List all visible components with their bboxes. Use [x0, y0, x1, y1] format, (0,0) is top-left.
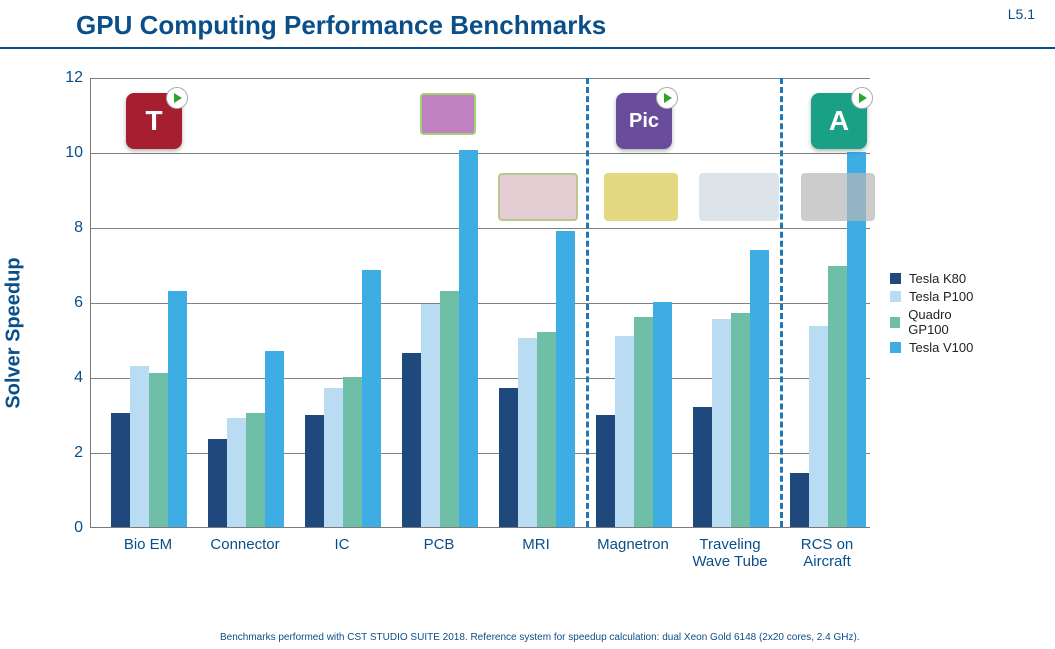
legend-label: Tesla K80	[909, 271, 966, 286]
bar	[265, 351, 284, 527]
version-tag: L5.1	[1008, 6, 1035, 22]
bar	[362, 270, 381, 527]
separator-line	[780, 78, 783, 527]
y-axis-label: Solver Speedup	[3, 257, 26, 408]
y-tick-label: 2	[43, 444, 83, 462]
bar	[790, 473, 809, 527]
bar	[343, 377, 362, 527]
bar	[537, 332, 556, 527]
bar	[246, 413, 265, 527]
bar	[828, 266, 847, 527]
title-bar: GPU Computing Performance Benchmarks	[0, 0, 1055, 49]
x-tick-label: RCS on Aircraft	[772, 536, 882, 571]
solver-icon: Pic	[616, 93, 672, 149]
simulation-thumbnail	[699, 173, 779, 221]
footnote: Benchmarks performed with CST STUDIO SUI…	[220, 632, 860, 643]
solver-icon: T	[126, 93, 182, 149]
play-icon	[851, 87, 873, 109]
simulation-thumbnail	[801, 173, 875, 221]
y-tick-label: 0	[43, 519, 83, 537]
page-title: GPU Computing Performance Benchmarks	[76, 10, 606, 40]
y-tick-label: 4	[43, 369, 83, 387]
bar	[750, 250, 769, 528]
legend-item: Tesla K80	[890, 271, 990, 286]
bar	[402, 353, 421, 527]
gridline	[91, 153, 870, 154]
solver-icon: A	[811, 93, 867, 149]
bar	[809, 326, 828, 527]
bar	[653, 302, 672, 527]
bar	[111, 413, 130, 527]
x-tick-label: MRI	[481, 536, 591, 553]
legend-item: Quadro GP100	[890, 307, 990, 337]
play-icon	[656, 87, 678, 109]
bar	[324, 388, 343, 527]
bar	[731, 313, 750, 527]
gridline	[91, 228, 870, 229]
legend-swatch	[890, 342, 901, 353]
legend-label: Tesla P100	[909, 289, 973, 304]
bar	[615, 336, 634, 527]
y-tick-label: 12	[43, 69, 83, 87]
x-tick-label: IC	[287, 536, 397, 553]
bar	[149, 373, 168, 527]
legend-item: Tesla V100	[890, 340, 990, 355]
bar	[130, 366, 149, 527]
bar	[634, 317, 653, 527]
legend-label: Quadro GP100	[908, 307, 990, 337]
legend-swatch	[890, 317, 900, 328]
bar	[459, 150, 478, 527]
bar	[168, 291, 187, 527]
bar	[208, 439, 227, 527]
simulation-thumbnail	[498, 173, 578, 221]
plot-area: 024681012TPicA	[90, 78, 870, 528]
legend-label: Tesla V100	[909, 340, 973, 355]
legend-item: Tesla P100	[890, 289, 990, 304]
x-tick-label: Magnetron	[578, 536, 688, 553]
gridline	[91, 78, 870, 79]
bar	[556, 231, 575, 527]
x-tick-label: Bio EM	[93, 536, 203, 553]
y-tick-label: 8	[43, 219, 83, 237]
legend-swatch	[890, 273, 901, 284]
legend-swatch	[890, 291, 901, 302]
bar	[596, 415, 615, 528]
y-tick-label: 10	[43, 144, 83, 162]
bar	[440, 291, 459, 527]
x-tick-label: PCB	[384, 536, 494, 553]
bar	[421, 304, 440, 527]
bar	[305, 415, 324, 528]
simulation-thumbnail	[604, 173, 678, 221]
simulation-thumbnail	[420, 93, 476, 135]
bar	[693, 407, 712, 527]
legend: Tesla K80 Tesla P100 Quadro GP100 Tesla V10…	[890, 268, 990, 358]
x-tick-label: Traveling Wave Tube	[675, 536, 785, 571]
separator-line	[586, 78, 589, 527]
benchmark-chart: Solver Speedup 024681012TPicA Tesla K80T…	[60, 78, 990, 588]
bar	[712, 319, 731, 527]
bar	[499, 388, 518, 527]
bar	[518, 338, 537, 527]
play-icon	[166, 87, 188, 109]
y-tick-label: 6	[43, 294, 83, 312]
x-tick-label: Connector	[190, 536, 300, 553]
bar	[227, 418, 246, 527]
